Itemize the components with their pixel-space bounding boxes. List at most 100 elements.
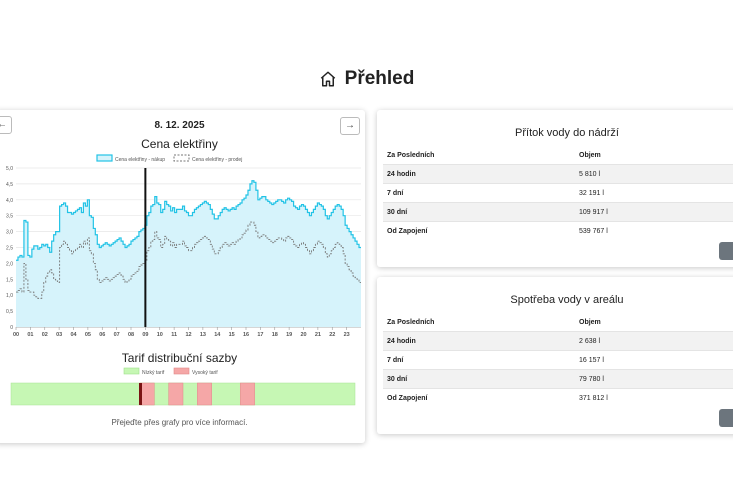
x-tick-label: 04 bbox=[70, 332, 77, 338]
x-tick-label: 20 bbox=[300, 332, 306, 338]
legend-label-buy: Cena elektřiny - nákup bbox=[115, 157, 165, 163]
x-tick-label: 19 bbox=[286, 332, 292, 338]
period-cell: 24 hodin bbox=[383, 164, 575, 184]
inflow-title: Přítok vody do nádrží bbox=[515, 127, 619, 139]
page-title: Přehled bbox=[344, 68, 415, 89]
x-tick-label: 13 bbox=[200, 332, 206, 338]
x-tick-label: 23 bbox=[344, 332, 350, 338]
volume-cell: 79 780 l bbox=[575, 369, 733, 389]
y-tick-label: 1,0 bbox=[6, 293, 13, 299]
tariff-chart-title: Tarif distribuční sazby bbox=[121, 351, 238, 365]
water-usage-card: Spotřeba vody v areálu Za Posledních Obj… bbox=[377, 277, 733, 434]
x-tick-label: 05 bbox=[85, 332, 91, 338]
legend-swatch-buy bbox=[96, 154, 113, 162]
y-tick-label: 2,0 bbox=[6, 261, 13, 267]
y-tick-label: 4,0 bbox=[6, 198, 13, 204]
column-header-period: Za Posledních bbox=[387, 318, 435, 326]
period-cell: 30 dní bbox=[383, 202, 575, 222]
volume-cell: 2 638 l bbox=[575, 331, 733, 351]
next-day-button[interactable]: → bbox=[340, 117, 360, 135]
usage-title: Spotřeba vody v areálu bbox=[510, 294, 624, 306]
table-row: 7 dní 32 191 l bbox=[383, 183, 733, 203]
chart-hint: Přejeďte přes grafy pro více informací. bbox=[111, 418, 248, 427]
table-row: 24 hodin 2 638 l bbox=[383, 331, 733, 351]
price-chart-legend: Cena elektřiny - nákup Cena elektřiny - … bbox=[96, 154, 242, 163]
tariff-current-hour-marker bbox=[139, 383, 142, 405]
volume-cell: 109 917 l bbox=[575, 202, 733, 222]
period-cell: 7 dní bbox=[383, 183, 575, 203]
table-row: Od Zapojení 539 767 l bbox=[383, 221, 733, 240]
buy-price-area bbox=[16, 180, 361, 327]
volume-cell: 32 191 l bbox=[575, 183, 733, 203]
tariff-chart[interactable]: Nízký tarif Vysoký tarif bbox=[0, 365, 365, 415]
usage-table: Za Posledních Objem 24 hodin 2 638 l 7 d… bbox=[383, 313, 733, 407]
column-header-period: Za Posledních bbox=[387, 151, 435, 159]
home-icon bbox=[320, 71, 335, 87]
legend-label-low: Nízký tarif bbox=[142, 370, 165, 376]
price-chart-x-axis: 00 01 02 03 04 05 06 07 08 09 10 11 12 13 14 15 16 17 18 19… bbox=[13, 327, 350, 338]
volume-cell: 16 157 l bbox=[575, 350, 733, 370]
volume-cell: 371 812 l bbox=[575, 388, 733, 407]
period-cell: Od Zapojení bbox=[383, 388, 575, 407]
y-tick-label: 0,5 bbox=[6, 309, 13, 315]
x-tick-label: 14 bbox=[214, 332, 221, 338]
x-tick-label: 03 bbox=[56, 332, 62, 338]
period-cell: 30 dní bbox=[383, 369, 575, 389]
volume-cell: 5 810 l bbox=[575, 164, 733, 184]
x-tick-label: 18 bbox=[272, 332, 278, 338]
period-cell: Od Zapojení bbox=[383, 221, 575, 240]
electricity-price-card: ← → 8. 12. 2025 Cena elektřiny Cena elek… bbox=[0, 110, 365, 443]
price-chart-series bbox=[16, 180, 361, 327]
inflow-table: Za Posledních Objem 24 hodin 5 810 l 7 d… bbox=[383, 146, 733, 240]
x-tick-label: 08 bbox=[128, 332, 134, 338]
x-tick-label: 12 bbox=[185, 332, 191, 338]
column-header-volume: Objem bbox=[579, 318, 601, 326]
y-tick-label: 1,5 bbox=[6, 277, 13, 283]
price-chart-y-axis: 0 0,5 1,0 1,5 2,0 2,5 3,0 3,5 4,0 4,5 5,0 bbox=[6, 166, 13, 331]
high-tariff-bar bbox=[168, 382, 184, 406]
x-tick-label: 10 bbox=[157, 332, 163, 338]
table-row: 30 dní 109 917 l bbox=[383, 202, 733, 222]
legend-swatch-sell bbox=[173, 154, 190, 162]
x-tick-label: 11 bbox=[171, 332, 177, 338]
y-tick-label: 3,5 bbox=[6, 214, 13, 220]
x-tick-label: 00 bbox=[13, 332, 19, 338]
x-tick-label: 02 bbox=[42, 332, 48, 338]
high-tariff-bar bbox=[139, 382, 155, 406]
x-tick-label: 09 bbox=[142, 332, 148, 338]
x-tick-label: 17 bbox=[257, 332, 263, 338]
inflow-detail-button[interactable] bbox=[719, 242, 733, 260]
table-row: 24 hodin 5 810 l bbox=[383, 164, 733, 184]
usage-detail-button[interactable] bbox=[719, 409, 733, 427]
y-tick-label: 3,0 bbox=[6, 230, 13, 236]
y-tick-label: 4,5 bbox=[6, 182, 13, 188]
selected-date: 8. 12. 2025 bbox=[154, 120, 205, 131]
x-tick-label: 06 bbox=[99, 332, 105, 338]
period-cell: 7 dní bbox=[383, 350, 575, 370]
price-chart-title: Cena elektřiny bbox=[141, 137, 218, 151]
price-chart[interactable]: Cena elektřiny - nákup Cena elektřiny - … bbox=[0, 150, 365, 350]
water-inflow-card: Přítok vody do nádrží Za Posledních Obje… bbox=[377, 110, 733, 267]
y-tick-label: 5,0 bbox=[6, 166, 13, 172]
previous-day-button[interactable]: ← bbox=[0, 116, 12, 134]
x-tick-label: 22 bbox=[329, 332, 335, 338]
y-tick-label: 2,5 bbox=[6, 246, 13, 252]
y-tick-label: 0 bbox=[10, 325, 13, 331]
period-cell: 24 hodin bbox=[383, 331, 575, 351]
volume-cell: 539 767 l bbox=[575, 221, 733, 240]
x-tick-label: 01 bbox=[27, 332, 33, 338]
buy-price-line bbox=[16, 180, 361, 261]
table-row: Od Zapojení 371 812 l bbox=[383, 388, 733, 407]
legend-label-sell: Cena elektřiny - prodej bbox=[192, 157, 242, 163]
x-tick-label: 15 bbox=[229, 332, 235, 338]
x-tick-label: 07 bbox=[114, 332, 120, 338]
legend-swatch-high bbox=[173, 367, 190, 375]
table-row: 30 dní 79 780 l bbox=[383, 369, 733, 389]
page-header: Přehled bbox=[0, 66, 733, 92]
tariff-bars bbox=[10, 382, 356, 406]
high-tariff-bar bbox=[197, 382, 212, 406]
column-header-volume: Objem bbox=[579, 151, 601, 159]
table-row: 7 dní 16 157 l bbox=[383, 350, 733, 370]
x-tick-label: 21 bbox=[315, 332, 321, 338]
legend-label-high: Vysoký tarif bbox=[192, 370, 218, 376]
